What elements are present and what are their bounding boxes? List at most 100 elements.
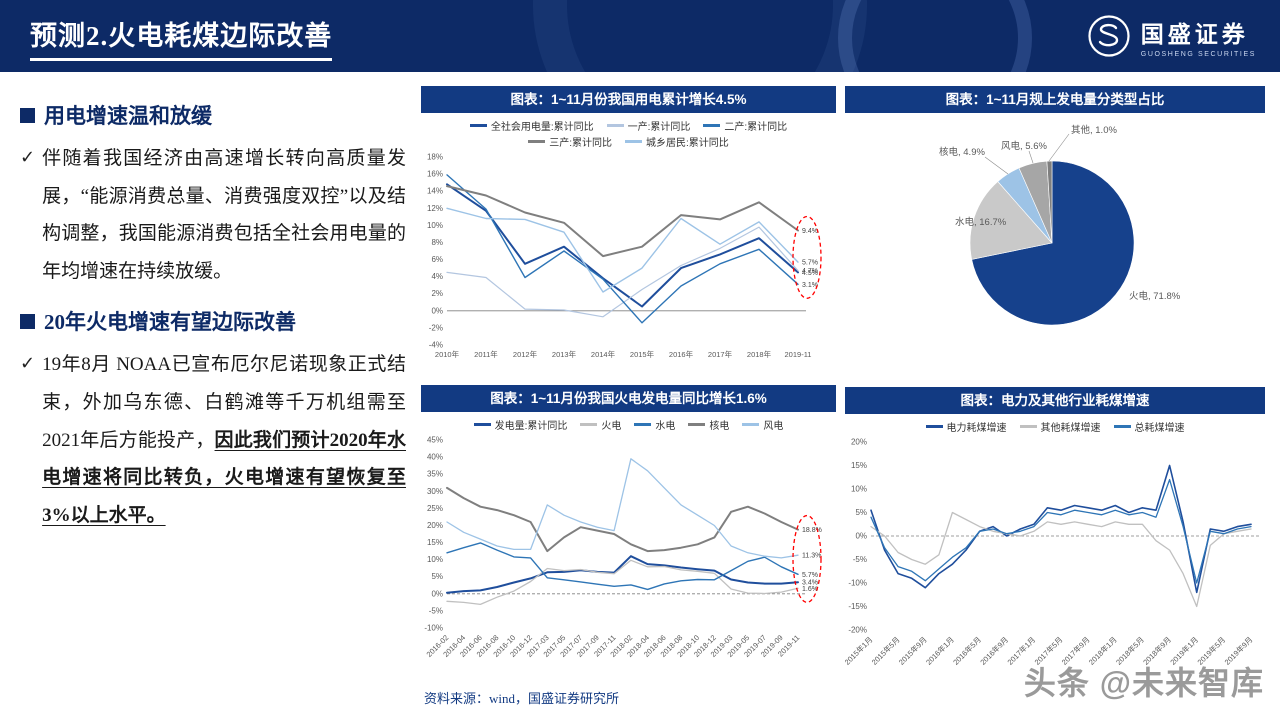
legend-item: 火电 <box>580 417 621 432</box>
check-bullet-icon: ✓ <box>20 353 36 374</box>
chart-panel-thermal-generation: 图表：1~11月份我国火电发电量同比增长1.6% 发电量:累计同比 火电 水电 核电风… <box>421 385 836 670</box>
svg-text:-5%: -5% <box>429 606 443 615</box>
svg-text:2015年: 2015年 <box>630 349 655 359</box>
svg-text:风电, 5.6%: 风电, 5.6% <box>1001 140 1047 152</box>
svg-text:18.8%: 18.8% <box>802 527 822 534</box>
chart-title: 图表：1~11月份我国火电发电量同比增长1.6% <box>421 385 836 412</box>
svg-text:2%: 2% <box>431 289 443 298</box>
svg-text:2019-11: 2019-11 <box>785 350 812 359</box>
svg-text:8%: 8% <box>431 238 443 247</box>
legend-item: 核电 <box>688 417 729 432</box>
svg-text:2018年: 2018年 <box>747 349 772 359</box>
legend-item: 城乡居民:累计同比 <box>625 134 729 149</box>
legend-swatch <box>625 140 642 143</box>
legend-swatch <box>580 423 598 426</box>
text-panel: 用电增速温和放缓 ✓ 伴随着我国经济由高速增长转向高质量发展，“能源消费总量、消… <box>20 100 406 550</box>
legend-item: 电力耗煤增速 <box>925 419 1007 434</box>
svg-text:10%: 10% <box>851 485 867 494</box>
svg-text:15%: 15% <box>427 538 443 547</box>
paragraph-body: 19年8月 NOAA已宣布厄尔尼诺现象正式结束，外加乌东德、白鹤滩等千万机组需至… <box>42 346 406 534</box>
section-thermal-outlook: 20年火电增速有望边际改善 ✓ 19年8月 NOAA已宣布厄尔尼诺现象正式结束，… <box>20 306 406 534</box>
watermark: 头条 @未来智库 <box>1023 665 1264 701</box>
svg-text:5%: 5% <box>855 508 867 517</box>
paragraph-emphasis-text: 因此我们预计2020年水电增速将同比转负，火电增速有望恢复至3%以上水平。 <box>42 429 406 526</box>
svg-text:水电, 16.7%: 水电, 16.7% <box>955 216 1007 228</box>
svg-text:18%: 18% <box>427 153 443 162</box>
svg-text:2012年: 2012年 <box>513 349 538 359</box>
square-bullet-icon <box>20 107 35 123</box>
svg-text:2011年: 2011年 <box>474 349 498 359</box>
svg-text:0%: 0% <box>855 532 867 541</box>
svg-text:2016年: 2016年 <box>669 349 694 359</box>
svg-text:11.3%: 11.3% <box>802 553 821 560</box>
charts-middle-column: 图表：1~11月份我国用电累计增长4.5% 全社会用电量:累计同比 一产:累计同比… <box>421 86 836 670</box>
svg-text:2015年5月: 2015年5月 <box>869 634 901 666</box>
legend-swatch <box>606 124 624 127</box>
line-chart-electricity-consumption: -4% -2% 0% 2% 4% 6% 8% 10% 12% 14% 16% 18% 2010年 2011… <box>421 149 836 361</box>
legend-swatch <box>688 423 706 426</box>
legend-swatch <box>469 124 487 127</box>
section-heading-text: 用电增速温和放缓 <box>44 104 212 128</box>
legend-swatch <box>473 423 491 426</box>
legend-item: 风电 <box>742 417 783 432</box>
paragraph-body: 伴随着我国经济由高速增长转向高质量发展，“能源消费总量、消费强度双控”以及结构调… <box>42 140 406 290</box>
legend-item: 水电 <box>634 417 675 432</box>
chart-title: 图表：电力及其他行业耗煤增速 <box>845 387 1265 414</box>
svg-text:其他, 1.0%: 其他, 1.0% <box>1071 124 1117 136</box>
section-heading: 20年火电增速有望边际改善 <box>20 306 406 336</box>
svg-text:5.7%: 5.7% <box>802 260 818 267</box>
legend-item: 全社会用电量:累计同比 <box>469 118 594 133</box>
svg-text:3.1%: 3.1% <box>802 282 818 289</box>
chart-panel-generation-mix: 图表：1~11月规上发电量分类型占比 火电, 71.8% 水电, 16.7% 核电,… <box>845 86 1265 363</box>
paragraph-text: 伴随着我国经济由高速增长转向高质量发展，“能源消费总量、消费强度双控”以及结构调… <box>42 148 406 282</box>
brand-logo: 国盛证券 GUOSHENG SECURITIES <box>1086 13 1256 59</box>
svg-text:10%: 10% <box>427 221 443 230</box>
svg-text:1.6%: 1.6% <box>802 586 818 593</box>
svg-text:10%: 10% <box>427 555 443 564</box>
svg-text:30%: 30% <box>427 487 443 496</box>
header-decoration <box>533 0 1032 72</box>
svg-text:3.4%: 3.4% <box>802 580 818 587</box>
svg-text:2013年: 2013年 <box>552 349 577 359</box>
legend-item: 其他耗煤增速 <box>1019 419 1101 434</box>
slide-title: 预测2.火电耗煤边际改善 <box>30 14 333 61</box>
chart-legend: 电力耗煤增速 其他耗煤增速 总耗煤增速 <box>845 414 1265 434</box>
svg-text:4.5%: 4.5% <box>802 270 818 277</box>
chart-panel-coal-consumption: 图表：电力及其他行业耗煤增速 电力耗煤增速 其他耗煤增速 总耗煤增速 -20% -15… <box>845 387 1265 672</box>
legend-swatch <box>742 423 760 426</box>
svg-text:4.7%: 4.7% <box>802 268 818 275</box>
section-heading-text: 20年火电增速有望边际改善 <box>44 310 296 335</box>
chart-legend: 发电量:累计同比 火电 水电 核电 风电 <box>421 412 836 432</box>
svg-text:4%: 4% <box>431 272 443 281</box>
chart-title: 图表：1~11月规上发电量分类型占比 <box>845 86 1265 113</box>
brand-logo-icon <box>1088 15 1130 57</box>
svg-text:-10%: -10% <box>424 624 443 633</box>
svg-text:12%: 12% <box>427 204 443 213</box>
svg-text:2016年1月: 2016年1月 <box>923 634 955 666</box>
svg-text:5%: 5% <box>431 572 443 581</box>
square-bullet-icon <box>20 313 35 329</box>
svg-text:2016年9月: 2016年9月 <box>978 634 1010 666</box>
paragraph: ✓ 伴随着我国经济由高速增长转向高质量发展，“能源消费总量、消费强度双控”以及结… <box>20 140 406 290</box>
svg-text:2016年5月: 2016年5月 <box>951 634 983 666</box>
svg-text:0%: 0% <box>431 589 443 598</box>
check-bullet-icon: ✓ <box>20 147 36 167</box>
svg-text:-10%: -10% <box>848 579 867 588</box>
svg-text:45%: 45% <box>427 436 443 445</box>
svg-text:2010年: 2010年 <box>435 349 460 359</box>
svg-text:40%: 40% <box>427 453 443 462</box>
svg-text:-5%: -5% <box>853 555 867 564</box>
svg-text:2017年: 2017年 <box>708 349 733 359</box>
svg-text:2014年: 2014年 <box>591 349 616 359</box>
svg-text:5.7%: 5.7% <box>802 572 818 579</box>
legend-item: 三产:累计同比 <box>528 134 612 149</box>
svg-text:-2%: -2% <box>429 323 443 332</box>
svg-text:15%: 15% <box>851 461 867 470</box>
svg-text:核电, 4.9%: 核电, 4.9% <box>939 146 985 158</box>
section-heading: 用电增速温和放缓 <box>20 100 406 130</box>
legend-item: 发电量:累计同比 <box>473 417 567 432</box>
chart-panel-electricity-consumption: 图表：1~11月份我国用电累计增长4.5% 全社会用电量:累计同比 一产:累计同比… <box>421 86 836 361</box>
chart-title: 图表：1~11月份我国用电累计增长4.5% <box>421 86 836 113</box>
svg-text:-4%: -4% <box>429 341 443 350</box>
